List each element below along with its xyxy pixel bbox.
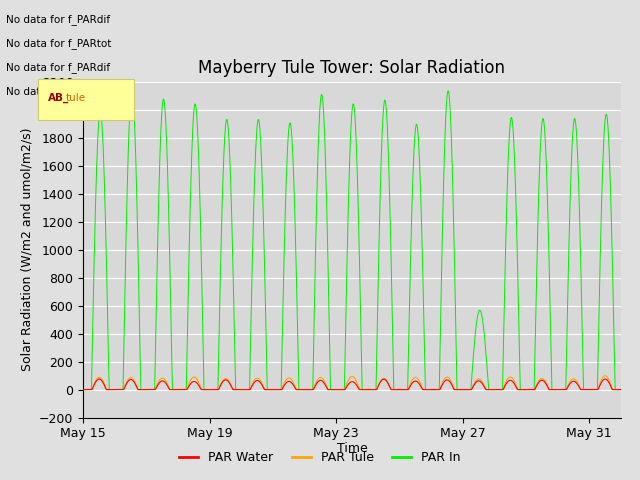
Text: No data for f_PARdif: No data for f_PARdif <box>6 14 111 25</box>
Text: No data for f_PARtot: No data for f_PARtot <box>6 38 112 49</box>
X-axis label: Time: Time <box>337 442 367 455</box>
Text: No data for f_PARtot: No data for f_PARtot <box>6 86 112 97</box>
Title: Mayberry Tule Tower: Solar Radiation: Mayberry Tule Tower: Solar Radiation <box>198 59 506 77</box>
Text: No data for f_PARdif: No data for f_PARdif <box>6 62 111 73</box>
Text: tule: tule <box>66 93 86 103</box>
Legend: PAR Water, PAR Tule, PAR In: PAR Water, PAR Tule, PAR In <box>174 446 466 469</box>
Y-axis label: Solar Radiation (W/m2 and umol/m2/s): Solar Radiation (W/m2 and umol/m2/s) <box>20 128 33 372</box>
Text: AB_: AB_ <box>48 93 69 103</box>
